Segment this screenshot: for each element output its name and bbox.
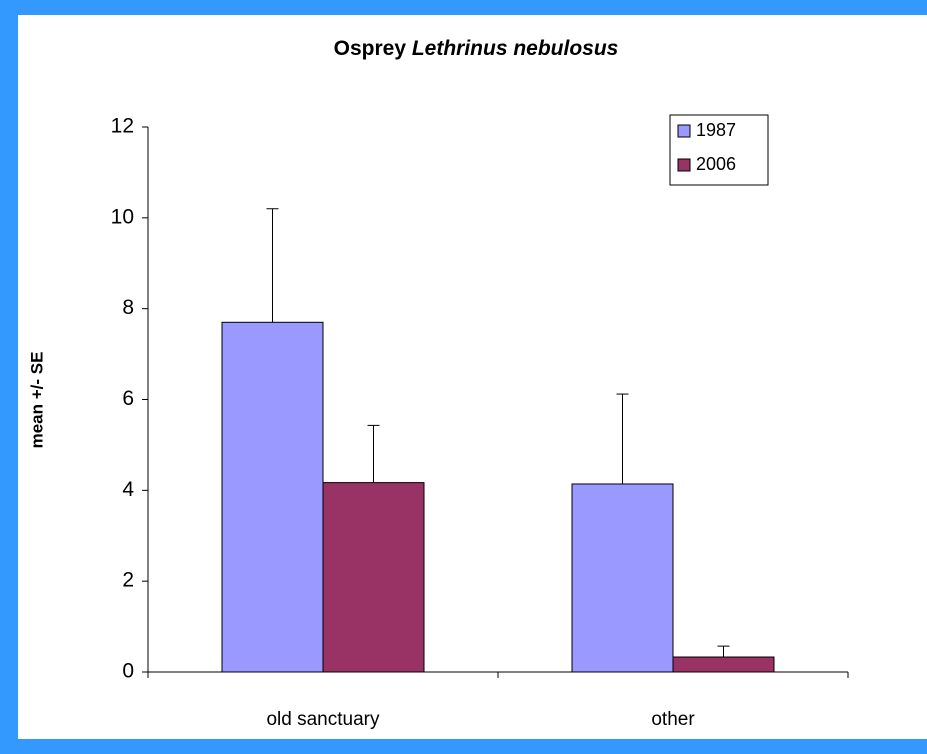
x-tick-label: other (651, 709, 695, 730)
legend-label: 2006 (696, 154, 736, 174)
title-main: Osprey (334, 37, 407, 60)
y-axis-label: mean +/- SE (27, 352, 46, 449)
y-tick-label: 8 (122, 296, 134, 319)
y-tick-label: 4 (122, 478, 134, 501)
chart-panel (18, 15, 927, 739)
legend-label: 1987 (696, 120, 736, 140)
y-tick-label: 10 (111, 205, 134, 228)
legend-swatch (677, 124, 691, 138)
bar (672, 656, 775, 673)
x-tick-label: old sanctuary (266, 709, 380, 730)
y-tick-label: 0 (122, 660, 134, 683)
y-tick-label: 6 (122, 387, 134, 410)
bar (322, 482, 425, 673)
y-tick-label: 2 (122, 569, 134, 592)
y-tick-label: 12 (111, 115, 134, 138)
bar (221, 321, 324, 673)
bar (571, 483, 674, 673)
chart-title: Osprey Lethrinus nebulosus (334, 37, 619, 60)
legend-swatch (677, 158, 691, 172)
title-italic: Lethrinus nebulosus (412, 37, 619, 60)
